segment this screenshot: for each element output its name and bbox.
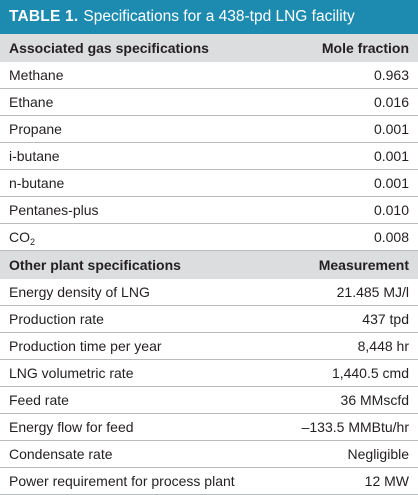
table-row: Production rate 437 tpd (0, 306, 418, 333)
table-row: Production time per year 8,448 hr (0, 333, 418, 360)
table-row: Ethane 0.016 (0, 89, 418, 116)
row-value: Negligible (347, 446, 409, 462)
plant-spec-rows: Energy density of LNG 21.485 MJ/l Produc… (0, 279, 418, 495)
row-value: 0.001 (373, 121, 409, 137)
table-row: Power requirement for process plant 12 M… (0, 468, 418, 495)
table-row: Propane 0.001 (0, 116, 418, 143)
row-label: CO2 (9, 229, 36, 247)
table-row: n-butane 0.001 (0, 170, 418, 197)
section-header-gas: Associated gas specifications Mole fract… (0, 34, 418, 62)
table-row: Energy flow for feed –133.5 MMBtu/hr (0, 414, 418, 441)
row-value: 12 MW (364, 473, 409, 489)
co2-subscript: 2 (30, 237, 36, 247)
table-caption: Specifications for a 438-tpd LNG facilit… (83, 8, 355, 25)
table-row: Condensate rate Negligible (0, 441, 418, 468)
row-label: Feed rate (9, 392, 69, 408)
row-value: 8,448 hr (357, 338, 409, 354)
row-value: 1,440.5 cmd (331, 365, 409, 381)
row-label: Production time per year (9, 338, 162, 354)
row-value: 21.485 MJ/l (336, 284, 409, 300)
row-label: Condensate rate (9, 446, 113, 462)
section-header-value: Measurement (318, 257, 409, 273)
co2-formula: CO (9, 229, 30, 245)
row-value: 36 MMscfd (340, 392, 409, 408)
row-label: Pentanes-plus (9, 202, 99, 218)
row-label: Methane (9, 67, 64, 83)
row-label: Energy flow for feed (9, 419, 134, 435)
table-row: Pentanes-plus 0.010 (0, 197, 418, 224)
row-value: 0.001 (373, 175, 409, 191)
row-label: n-butane (9, 175, 65, 191)
row-label: Propane (9, 121, 62, 137)
row-label: Production rate (9, 311, 104, 327)
row-label: LNG volumetric rate (9, 365, 134, 381)
row-label: Energy density of LNG (9, 284, 150, 300)
section-header-label: Other plant specifications (9, 257, 181, 273)
table-number: TABLE 1. (9, 8, 79, 25)
table-row: Feed rate 36 MMscfd (0, 387, 418, 414)
table-title: TABLE 1. Specifications for a 438-tpd LN… (0, 0, 418, 34)
table-row: CO2 0.008 (0, 224, 418, 251)
row-value: 0.010 (373, 202, 409, 218)
row-value: 0.008 (373, 229, 409, 245)
section-header-label: Associated gas specifications (9, 40, 209, 56)
row-value: 437 tpd (362, 311, 409, 327)
table-row: LNG volumetric rate 1,440.5 cmd (0, 360, 418, 387)
row-value: 0.963 (373, 67, 409, 83)
row-label: Ethane (9, 94, 54, 110)
row-value: 0.001 (373, 148, 409, 164)
section-header-plant: Other plant specifications Measurement (0, 251, 418, 279)
table-row: Energy density of LNG 21.485 MJ/l (0, 279, 418, 306)
gas-spec-rows: Methane 0.963 Ethane 0.016 Propane 0.001… (0, 62, 418, 251)
table-row: i-butane 0.001 (0, 143, 418, 170)
row-label: Power requirement for process plant (9, 473, 235, 489)
row-value: 0.016 (373, 94, 409, 110)
section-header-value: Mole fraction (321, 40, 409, 56)
table-row: Methane 0.963 (0, 62, 418, 89)
row-value: –133.5 MMBtu/hr (301, 419, 409, 435)
row-label: i-butane (9, 148, 60, 164)
